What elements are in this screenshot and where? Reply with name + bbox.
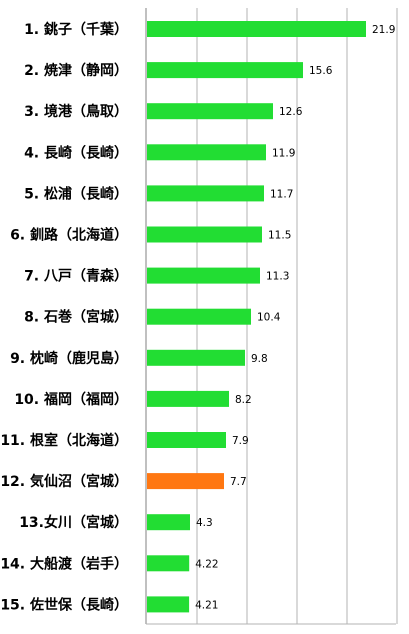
data-label: 4.22 xyxy=(195,558,218,570)
data-label: 11.7 xyxy=(270,188,293,200)
category-label: 8. 石巻（宮城） xyxy=(24,309,128,326)
data-label: 21.9 xyxy=(372,24,395,36)
bar xyxy=(147,227,262,243)
data-label: 12.6 xyxy=(279,106,303,118)
bar xyxy=(147,432,226,448)
bar xyxy=(147,309,251,325)
bar xyxy=(147,268,260,284)
data-label: 4.21 xyxy=(195,599,218,611)
bar xyxy=(147,144,266,160)
data-label: 15.6 xyxy=(309,65,333,77)
data-label: 11.3 xyxy=(266,271,289,283)
category-label: 13.女川（宮城） xyxy=(19,514,128,531)
data-label: 11.9 xyxy=(272,147,295,159)
category-label: 10. 福岡（福岡） xyxy=(14,391,128,408)
category-label: 9. 枕崎（鹿児島） xyxy=(10,350,128,367)
category-label: 1. 銚子（千葉） xyxy=(24,21,128,38)
category-label: 5. 松浦（長崎） xyxy=(24,185,128,202)
category-label: 2. 焼津（静岡） xyxy=(24,62,128,79)
category-label: 7. 八戸（青森） xyxy=(24,268,128,285)
bar xyxy=(147,391,229,407)
bar xyxy=(147,103,273,119)
category-label: 3. 境港（鳥取） xyxy=(24,103,128,120)
category-label: 15. 佐世保（長崎） xyxy=(0,596,128,613)
data-label: 11.5 xyxy=(268,230,291,242)
bar xyxy=(147,185,264,201)
data-label: 4.3 xyxy=(196,517,213,529)
category-labels: 1. 銚子（千葉） 2. 焼津（静岡） 3. 境港（鳥取） 4. 長崎（長崎） 5. 松… xyxy=(0,21,128,613)
category-label: 11. 根室（北海道） xyxy=(0,432,128,449)
category-label: 14. 大船渡（岩手） xyxy=(0,555,128,572)
data-label: 9.8 xyxy=(251,353,268,365)
category-label: 4. 長崎（長崎） xyxy=(24,144,128,161)
bar xyxy=(147,62,303,78)
data-label: 10.4 xyxy=(257,312,281,324)
bar xyxy=(147,473,224,489)
bar xyxy=(147,596,189,612)
data-label: 7.9 xyxy=(232,435,249,447)
bar xyxy=(147,514,190,530)
data-label: 8.2 xyxy=(235,394,252,406)
category-label: 12. 気仙沼（宮城） xyxy=(0,473,128,490)
data-label: 7.7 xyxy=(230,476,247,488)
bar xyxy=(147,555,189,571)
bar xyxy=(147,21,366,37)
bar xyxy=(147,350,245,366)
category-label: 6. 釧路（北海道） xyxy=(10,227,128,244)
